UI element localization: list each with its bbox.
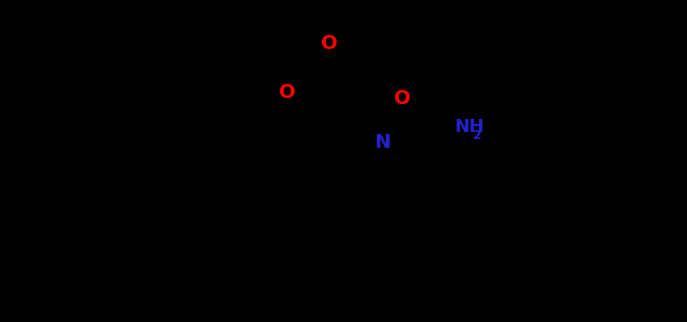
Text: NH: NH xyxy=(455,118,484,136)
Text: O: O xyxy=(279,83,296,102)
Text: O: O xyxy=(322,34,338,53)
Text: 2: 2 xyxy=(473,129,482,142)
Text: N: N xyxy=(374,133,391,152)
Text: O: O xyxy=(394,90,411,109)
